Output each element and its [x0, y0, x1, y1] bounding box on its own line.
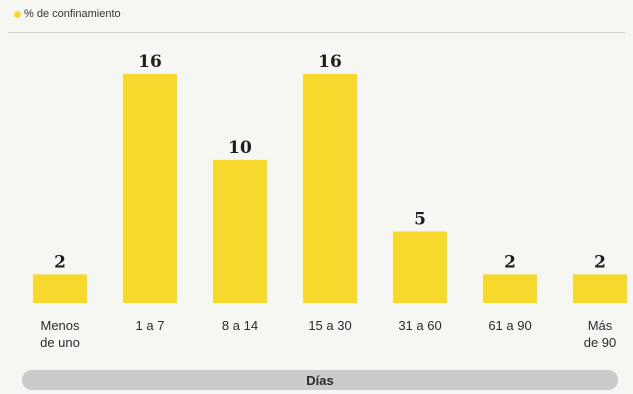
bar-0 — [33, 274, 87, 303]
data-label-5: 2 — [504, 252, 516, 272]
bar-1 — [123, 74, 177, 303]
x-axis-title-bar: Días — [22, 370, 618, 390]
tick-label-2: 8 a 14 — [222, 318, 258, 333]
tick-label-0: Menos de uno — [40, 318, 80, 350]
legend-swatch — [14, 10, 21, 18]
tick-label-3: 15 a 30 — [308, 318, 351, 333]
x-axis-title: Días — [306, 372, 334, 388]
data-label-2: 10 — [228, 138, 252, 158]
data-label-4: 5 — [414, 209, 426, 229]
tick-label-6: Más de 90 — [584, 318, 617, 350]
legend-label: % de confinamiento — [24, 8, 121, 20]
data-label-0: 2 — [54, 252, 66, 272]
data-label-6: 2 — [594, 252, 606, 272]
top-divider — [8, 32, 625, 33]
bar-3 — [303, 74, 357, 303]
data-label-3: 16 — [318, 52, 342, 72]
tick-label-5: 61 a 90 — [488, 318, 531, 333]
bar-6 — [573, 274, 627, 303]
bar-5 — [483, 274, 537, 303]
bar-4 — [393, 231, 447, 303]
tick-label-4: 31 a 60 — [398, 318, 441, 333]
chart-legend: % de confinamiento — [14, 8, 121, 20]
data-label-1: 16 — [138, 52, 162, 72]
bar-2 — [213, 159, 267, 303]
tick-label-1: 1 a 7 — [136, 318, 165, 333]
